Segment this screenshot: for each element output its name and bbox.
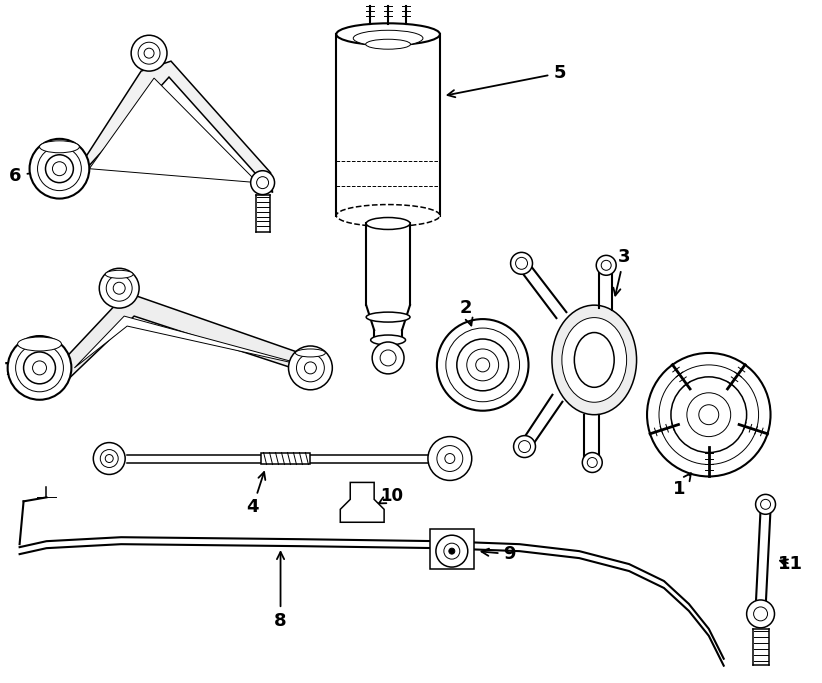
- Ellipse shape: [353, 30, 423, 46]
- Text: 2: 2: [459, 299, 473, 326]
- Circle shape: [467, 349, 499, 381]
- Circle shape: [659, 365, 759, 464]
- Circle shape: [372, 342, 404, 374]
- Circle shape: [16, 344, 63, 392]
- Circle shape: [256, 177, 269, 189]
- Circle shape: [647, 353, 770, 477]
- Text: 7: 7: [3, 361, 35, 379]
- Ellipse shape: [105, 270, 133, 278]
- Circle shape: [514, 436, 535, 458]
- Circle shape: [53, 162, 67, 176]
- Text: 9: 9: [482, 545, 516, 563]
- Ellipse shape: [552, 305, 636, 415]
- Text: 4: 4: [247, 472, 266, 516]
- Ellipse shape: [336, 205, 440, 227]
- Polygon shape: [77, 61, 273, 193]
- Circle shape: [33, 361, 47, 375]
- Circle shape: [510, 252, 533, 275]
- Circle shape: [449, 548, 455, 554]
- Text: 5: 5: [447, 64, 566, 97]
- Circle shape: [687, 393, 731, 436]
- Circle shape: [760, 499, 770, 510]
- Circle shape: [755, 494, 775, 514]
- Circle shape: [601, 260, 612, 270]
- Circle shape: [105, 455, 113, 462]
- Ellipse shape: [562, 318, 626, 402]
- Polygon shape: [74, 316, 316, 368]
- Text: 3: 3: [613, 249, 630, 296]
- Circle shape: [746, 600, 774, 628]
- Circle shape: [94, 443, 125, 475]
- Circle shape: [304, 362, 316, 374]
- Ellipse shape: [336, 23, 440, 45]
- Ellipse shape: [295, 349, 326, 357]
- Circle shape: [446, 328, 520, 402]
- Circle shape: [106, 275, 132, 301]
- Circle shape: [519, 441, 530, 453]
- Text: 11: 11: [778, 555, 803, 573]
- Circle shape: [437, 445, 463, 471]
- Ellipse shape: [366, 39, 410, 49]
- Polygon shape: [261, 453, 311, 464]
- Text: 10: 10: [378, 488, 404, 505]
- Circle shape: [138, 42, 160, 64]
- Circle shape: [144, 48, 154, 58]
- Circle shape: [24, 352, 55, 384]
- Circle shape: [380, 350, 396, 366]
- Circle shape: [99, 268, 139, 308]
- Circle shape: [444, 543, 459, 559]
- Text: 1: 1: [672, 473, 691, 499]
- Ellipse shape: [366, 312, 410, 322]
- Circle shape: [582, 453, 603, 473]
- Circle shape: [587, 458, 598, 467]
- Ellipse shape: [371, 335, 405, 345]
- Circle shape: [45, 155, 73, 182]
- Circle shape: [132, 36, 167, 71]
- Polygon shape: [64, 296, 328, 383]
- Polygon shape: [340, 482, 384, 522]
- Circle shape: [100, 449, 118, 467]
- Circle shape: [436, 535, 468, 567]
- Circle shape: [515, 257, 528, 269]
- Circle shape: [699, 405, 718, 425]
- Circle shape: [671, 377, 746, 453]
- Text: 6: 6: [9, 167, 55, 184]
- Circle shape: [428, 436, 472, 480]
- Circle shape: [754, 607, 768, 621]
- Text: 8: 8: [275, 552, 287, 630]
- Circle shape: [445, 454, 455, 464]
- Ellipse shape: [366, 217, 410, 229]
- Circle shape: [476, 358, 490, 372]
- Circle shape: [38, 147, 81, 191]
- Polygon shape: [430, 529, 473, 569]
- Circle shape: [596, 255, 616, 275]
- Ellipse shape: [17, 337, 62, 351]
- Circle shape: [113, 282, 125, 294]
- Polygon shape: [90, 78, 257, 182]
- Circle shape: [297, 354, 325, 382]
- Circle shape: [457, 339, 509, 391]
- Circle shape: [251, 171, 275, 195]
- Circle shape: [437, 319, 529, 410]
- Ellipse shape: [575, 333, 614, 387]
- Ellipse shape: [39, 141, 80, 153]
- Circle shape: [289, 346, 332, 390]
- Circle shape: [7, 336, 72, 400]
- Circle shape: [30, 139, 90, 199]
